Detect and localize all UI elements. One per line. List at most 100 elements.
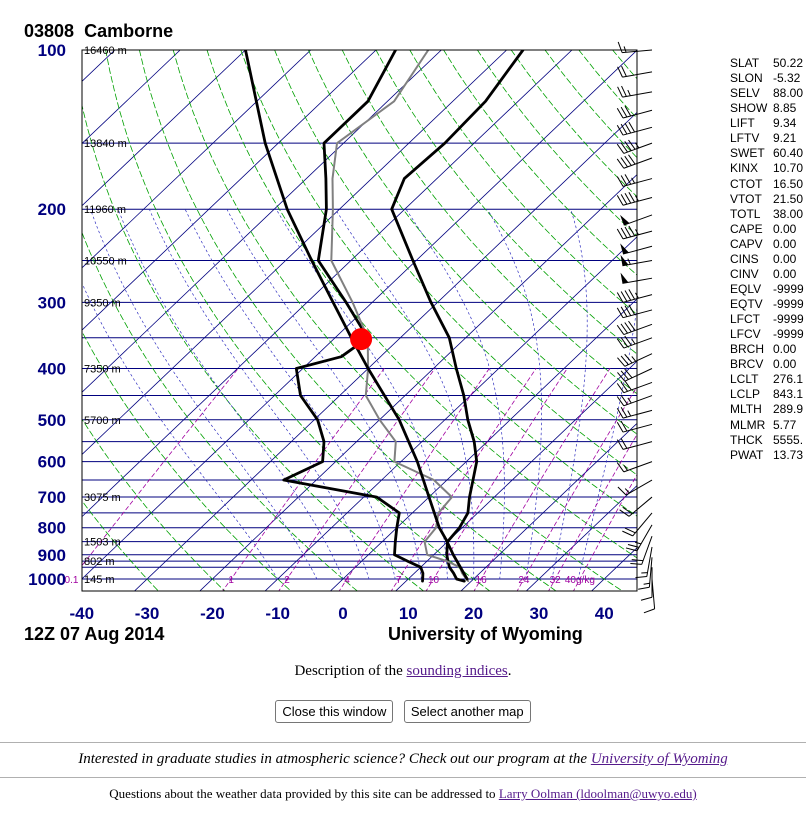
index-value: -9999	[773, 312, 804, 327]
index-row-selv: SELV 88.00	[730, 86, 806, 101]
barb-half	[634, 142, 640, 149]
wind-barb	[620, 243, 653, 255]
barb-full	[620, 306, 628, 317]
index-row-totl: TOTL 38.00	[730, 207, 806, 222]
index-value: 0.00	[773, 357, 797, 372]
wind-barb	[616, 105, 653, 119]
wind-barb	[616, 320, 653, 336]
index-name: LIFT	[730, 116, 755, 131]
moist-adiabat	[184, 208, 396, 580]
barb-full	[628, 304, 636, 315]
station-name: Camborne	[84, 21, 174, 41]
index-name: EQTV	[730, 297, 763, 311]
temperature-label: 10	[399, 604, 418, 623]
mixing-ratio-label: 2	[284, 575, 290, 586]
isotherm	[329, 298, 637, 591]
mixing-ratio-label: 24	[518, 575, 530, 586]
pressure-label-900: 900	[38, 546, 66, 565]
moist-adiabat	[577, 304, 637, 580]
index-row-pwat: PWAT 13.73	[730, 448, 806, 463]
wind-barb	[622, 512, 653, 537]
index-name: VTOT	[730, 191, 762, 206]
barb-full	[624, 353, 633, 364]
mixing-ratio-line	[425, 368, 568, 591]
select-another-map-button[interactable]: Select another map	[403, 700, 531, 723]
mixing-ratio-line	[473, 368, 611, 591]
barb-pennant	[620, 272, 629, 284]
barb-shaft	[622, 49, 653, 54]
barb-full	[617, 66, 623, 78]
university-link[interactable]: University of Wyoming	[590, 751, 728, 767]
index-row-lclp: LCLP 843.1	[730, 387, 806, 402]
barb-half	[627, 258, 631, 265]
height-label: 145 m	[84, 574, 115, 586]
index-name: CAPV	[730, 236, 763, 251]
barb-full	[620, 420, 628, 432]
mixing-ratio-label: 32	[550, 575, 562, 586]
barb-full	[643, 608, 655, 614]
index-row-thck: THCK 5555.	[730, 433, 806, 448]
dry-adiabat	[274, 50, 637, 476]
isotherm	[0, 50, 50, 592]
isotherm	[525, 485, 637, 591]
barb-full	[620, 370, 629, 380]
height-label: 7350 m	[84, 363, 121, 375]
mixing-ratio-line	[278, 368, 436, 591]
index-name: LCLP	[730, 387, 761, 402]
pressure-label-600: 600	[38, 453, 66, 472]
barb-half	[631, 338, 636, 345]
barb-full	[617, 372, 626, 382]
wind-barb	[620, 254, 653, 267]
index-value: 38.00	[773, 206, 804, 221]
close-window-button[interactable]: Close this window	[275, 700, 394, 723]
barb-full	[620, 106, 628, 118]
index-name: LCLT	[730, 372, 759, 387]
barb-half	[643, 582, 650, 585]
wind-barb	[616, 154, 653, 169]
barb-half	[624, 488, 630, 494]
axis-labels: 0.1 1 2 4 7 10 16 24 32 40g/kg1002003004005006007…	[28, 41, 613, 623]
isotherm	[199, 174, 637, 591]
barb-full	[616, 324, 625, 335]
index-value: -5.32	[773, 71, 801, 86]
height-label: 16460 m	[84, 45, 127, 57]
temperature-label: 0	[338, 604, 347, 623]
index-name: CINS	[730, 251, 759, 266]
index-row-mlmr: MLMR 5.77	[730, 418, 806, 433]
mixing-ratio-label: 0.1	[65, 575, 79, 586]
temperature-label: -20	[200, 604, 225, 623]
barb-full	[616, 408, 624, 419]
index-value: 0.00	[773, 221, 797, 236]
index-value: 21.50	[773, 191, 804, 206]
sounding-indices-link[interactable]: sounding indices	[406, 663, 508, 679]
barb-full	[628, 320, 636, 331]
dry-adiabat	[409, 50, 637, 315]
barb-full	[620, 355, 629, 365]
isotherm	[82, 50, 181, 145]
barb-full	[620, 394, 628, 405]
barb-full	[616, 228, 624, 240]
wind-barb	[616, 289, 653, 303]
index-name: BRCH	[730, 342, 765, 357]
wind-barb	[616, 438, 653, 450]
barb-full	[631, 559, 644, 562]
barb-full	[620, 323, 628, 334]
station-title: 03808 Camborne	[24, 21, 173, 42]
index-row-lfcv: LFCV -9999	[730, 327, 806, 342]
dry-adiabat	[105, 50, 491, 591]
index-name: SELV	[730, 86, 760, 101]
wind-barb	[619, 496, 653, 517]
barb-full	[621, 85, 627, 97]
grid-lines	[0, 50, 637, 592]
barb-half	[635, 195, 639, 202]
isotherm	[264, 236, 637, 591]
isotherm	[82, 50, 246, 207]
wind-barb	[617, 41, 653, 54]
index-row-lift: LIFT 9.34	[730, 116, 806, 131]
index-name: CTOT	[730, 176, 763, 191]
isotherm	[82, 50, 116, 82]
wind-barb	[616, 407, 653, 419]
contact-email-link[interactable]: Larry Oolman (ldoolman@uwyo.edu)	[498, 786, 697, 801]
index-row-ctot: CTOT 16.50	[730, 177, 806, 192]
barb-full	[624, 305, 632, 316]
